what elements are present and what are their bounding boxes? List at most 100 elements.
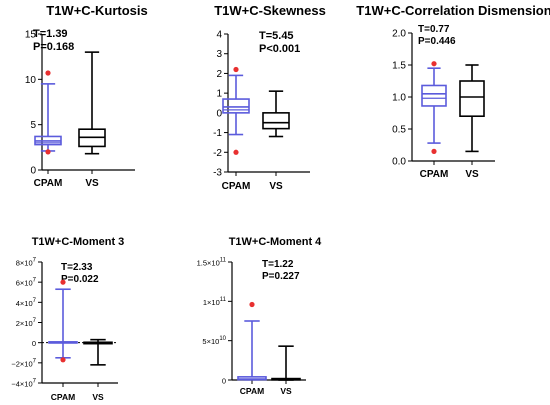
stat-label: P=0.446 xyxy=(418,36,456,47)
tick-mantissa: 6×10 xyxy=(16,279,33,288)
chart-title: T1W+C-Correlation Dismension xyxy=(356,3,550,18)
y-tick-label: 5×1010 xyxy=(202,336,226,346)
box-cpam xyxy=(34,70,62,155)
outlier-point xyxy=(431,148,437,154)
y-tick-label: 4 xyxy=(216,30,222,41)
y-tick-label: 1.5×1011 xyxy=(197,258,227,268)
outlier-point xyxy=(45,149,51,155)
x-tick-label: CPAM xyxy=(51,392,75,402)
stat-label: P<0.001 xyxy=(259,43,300,55)
tick-exponent: 7 xyxy=(33,278,37,284)
x-tick-label: VS xyxy=(92,392,104,402)
stat-label: P=0.168 xyxy=(33,41,74,53)
tick-exponent: 11 xyxy=(220,297,227,303)
tick-exponent: 7 xyxy=(33,318,37,324)
iqr-box xyxy=(421,84,447,107)
outlier-point xyxy=(431,61,437,67)
tick-mantissa: 2×10 xyxy=(16,319,33,328)
tick-exponent: 7 xyxy=(33,298,37,304)
stat-label: P=0.227 xyxy=(262,271,300,282)
tick-mantissa: 5×10 xyxy=(202,337,219,346)
y-tick-label: 2×107 xyxy=(16,318,37,328)
stat-label: T=2.33 xyxy=(61,262,93,273)
box-vs xyxy=(271,345,301,381)
x-tick-label: CPAM xyxy=(420,169,449,180)
y-tick-label: 1.0 xyxy=(392,93,406,104)
box-cpam xyxy=(222,66,250,155)
outlier-point xyxy=(60,279,66,285)
y-tick-label: 4×107 xyxy=(16,298,37,308)
chart-panel-4: T1W+C-Moment 3T=2.33P=0.0228×1076×1074×1… xyxy=(11,236,124,402)
outlier-point xyxy=(233,149,239,155)
x-tick-label: CPAM xyxy=(240,386,264,396)
x-tick-label: VS xyxy=(85,178,99,189)
tick-mantissa: 1×10 xyxy=(203,298,220,307)
y-tick-label: 1.5 xyxy=(392,61,406,72)
iqr-box xyxy=(459,80,485,118)
y-tick-label: 0.5 xyxy=(392,125,406,136)
tick-exponent: 7 xyxy=(33,358,37,364)
box-cpam xyxy=(237,301,267,381)
box-vs xyxy=(262,90,290,138)
stat-label: P=0.022 xyxy=(61,274,99,285)
y-tick-label: -3 xyxy=(213,168,222,179)
y-tick-label: 8×107 xyxy=(16,258,37,268)
y-tick-label: 0 xyxy=(216,108,222,119)
tick-exponent: 10 xyxy=(219,336,226,342)
y-tick-label: 1×1011 xyxy=(203,297,227,307)
y-tick-label: 1 xyxy=(216,89,222,100)
outlier-point xyxy=(45,70,51,76)
stat-label: T=1.22 xyxy=(262,259,294,270)
y-tick-label: 6×107 xyxy=(16,278,37,288)
y-tick-label: -2 xyxy=(213,148,222,159)
outlier-point xyxy=(233,66,239,73)
iqr-box xyxy=(222,98,250,114)
chart-title: T1W+C-Moment 3 xyxy=(32,236,125,248)
x-tick-label: CPAM xyxy=(222,181,251,192)
x-tick-label: VS xyxy=(465,169,479,180)
y-tick-label: 5 xyxy=(30,120,36,131)
y-tick-label: -1 xyxy=(213,128,222,139)
chart-title: T1W+C-Moment 4 xyxy=(229,236,322,248)
outlier-point xyxy=(249,301,255,308)
chart-panel-3: T1W+C-Correlation Dismension T=0.77P=0.44… xyxy=(356,3,550,180)
stat-label: T=5.45 xyxy=(259,30,294,42)
tick-mantissa: −4×10 xyxy=(11,380,32,389)
y-tick-label: 2 xyxy=(216,69,222,80)
chart-title: T1W+C-Skewness xyxy=(214,3,326,18)
tick-exponent: 7 xyxy=(33,258,37,264)
outlier-point xyxy=(60,357,66,363)
x-tick-label: VS xyxy=(280,386,292,396)
stat-label: T=0.77 xyxy=(418,24,450,35)
x-tick-label: VS xyxy=(269,181,283,192)
x-tick-label: CPAM xyxy=(34,178,63,189)
box-vs xyxy=(78,51,106,155)
y-tick-label: 0 xyxy=(32,339,36,348)
y-tick-label: 10 xyxy=(25,75,37,86)
tick-mantissa: −2×10 xyxy=(11,359,32,368)
tick-mantissa: 1.5×10 xyxy=(197,259,220,268)
y-tick-label: 3 xyxy=(216,49,222,60)
tick-mantissa: 0 xyxy=(32,339,36,348)
box-cpam xyxy=(421,61,447,154)
tick-mantissa: 0 xyxy=(222,377,226,386)
y-tick-label: 0.0 xyxy=(392,157,406,168)
tick-mantissa: 8×10 xyxy=(16,259,33,268)
box-vs xyxy=(459,64,485,153)
box-cpam xyxy=(48,279,78,363)
y-tick-label: 0 xyxy=(30,166,36,177)
y-tick-label: 0 xyxy=(222,377,226,386)
y-tick-label: 2.0 xyxy=(392,29,406,40)
y-tick-label: −2×107 xyxy=(11,358,36,368)
chart-title: T1W+C-Kurtosis xyxy=(46,3,147,18)
y-tick-label: −4×107 xyxy=(11,379,36,389)
chart-panel-2: T1W+C-Skewness T=5.45P<0.001 -3 -2 -1 0 1 2 3 4 CP… xyxy=(213,3,326,192)
tick-exponent: 11 xyxy=(220,258,227,264)
iqr-box xyxy=(262,112,290,130)
box-vs xyxy=(83,338,113,366)
chart-panel-5: T1W+C-Moment 4T=1.22P=0.22705×10101×1011… xyxy=(197,236,323,396)
tick-exponent: 7 xyxy=(33,379,37,385)
tick-mantissa: 4×10 xyxy=(16,299,33,308)
